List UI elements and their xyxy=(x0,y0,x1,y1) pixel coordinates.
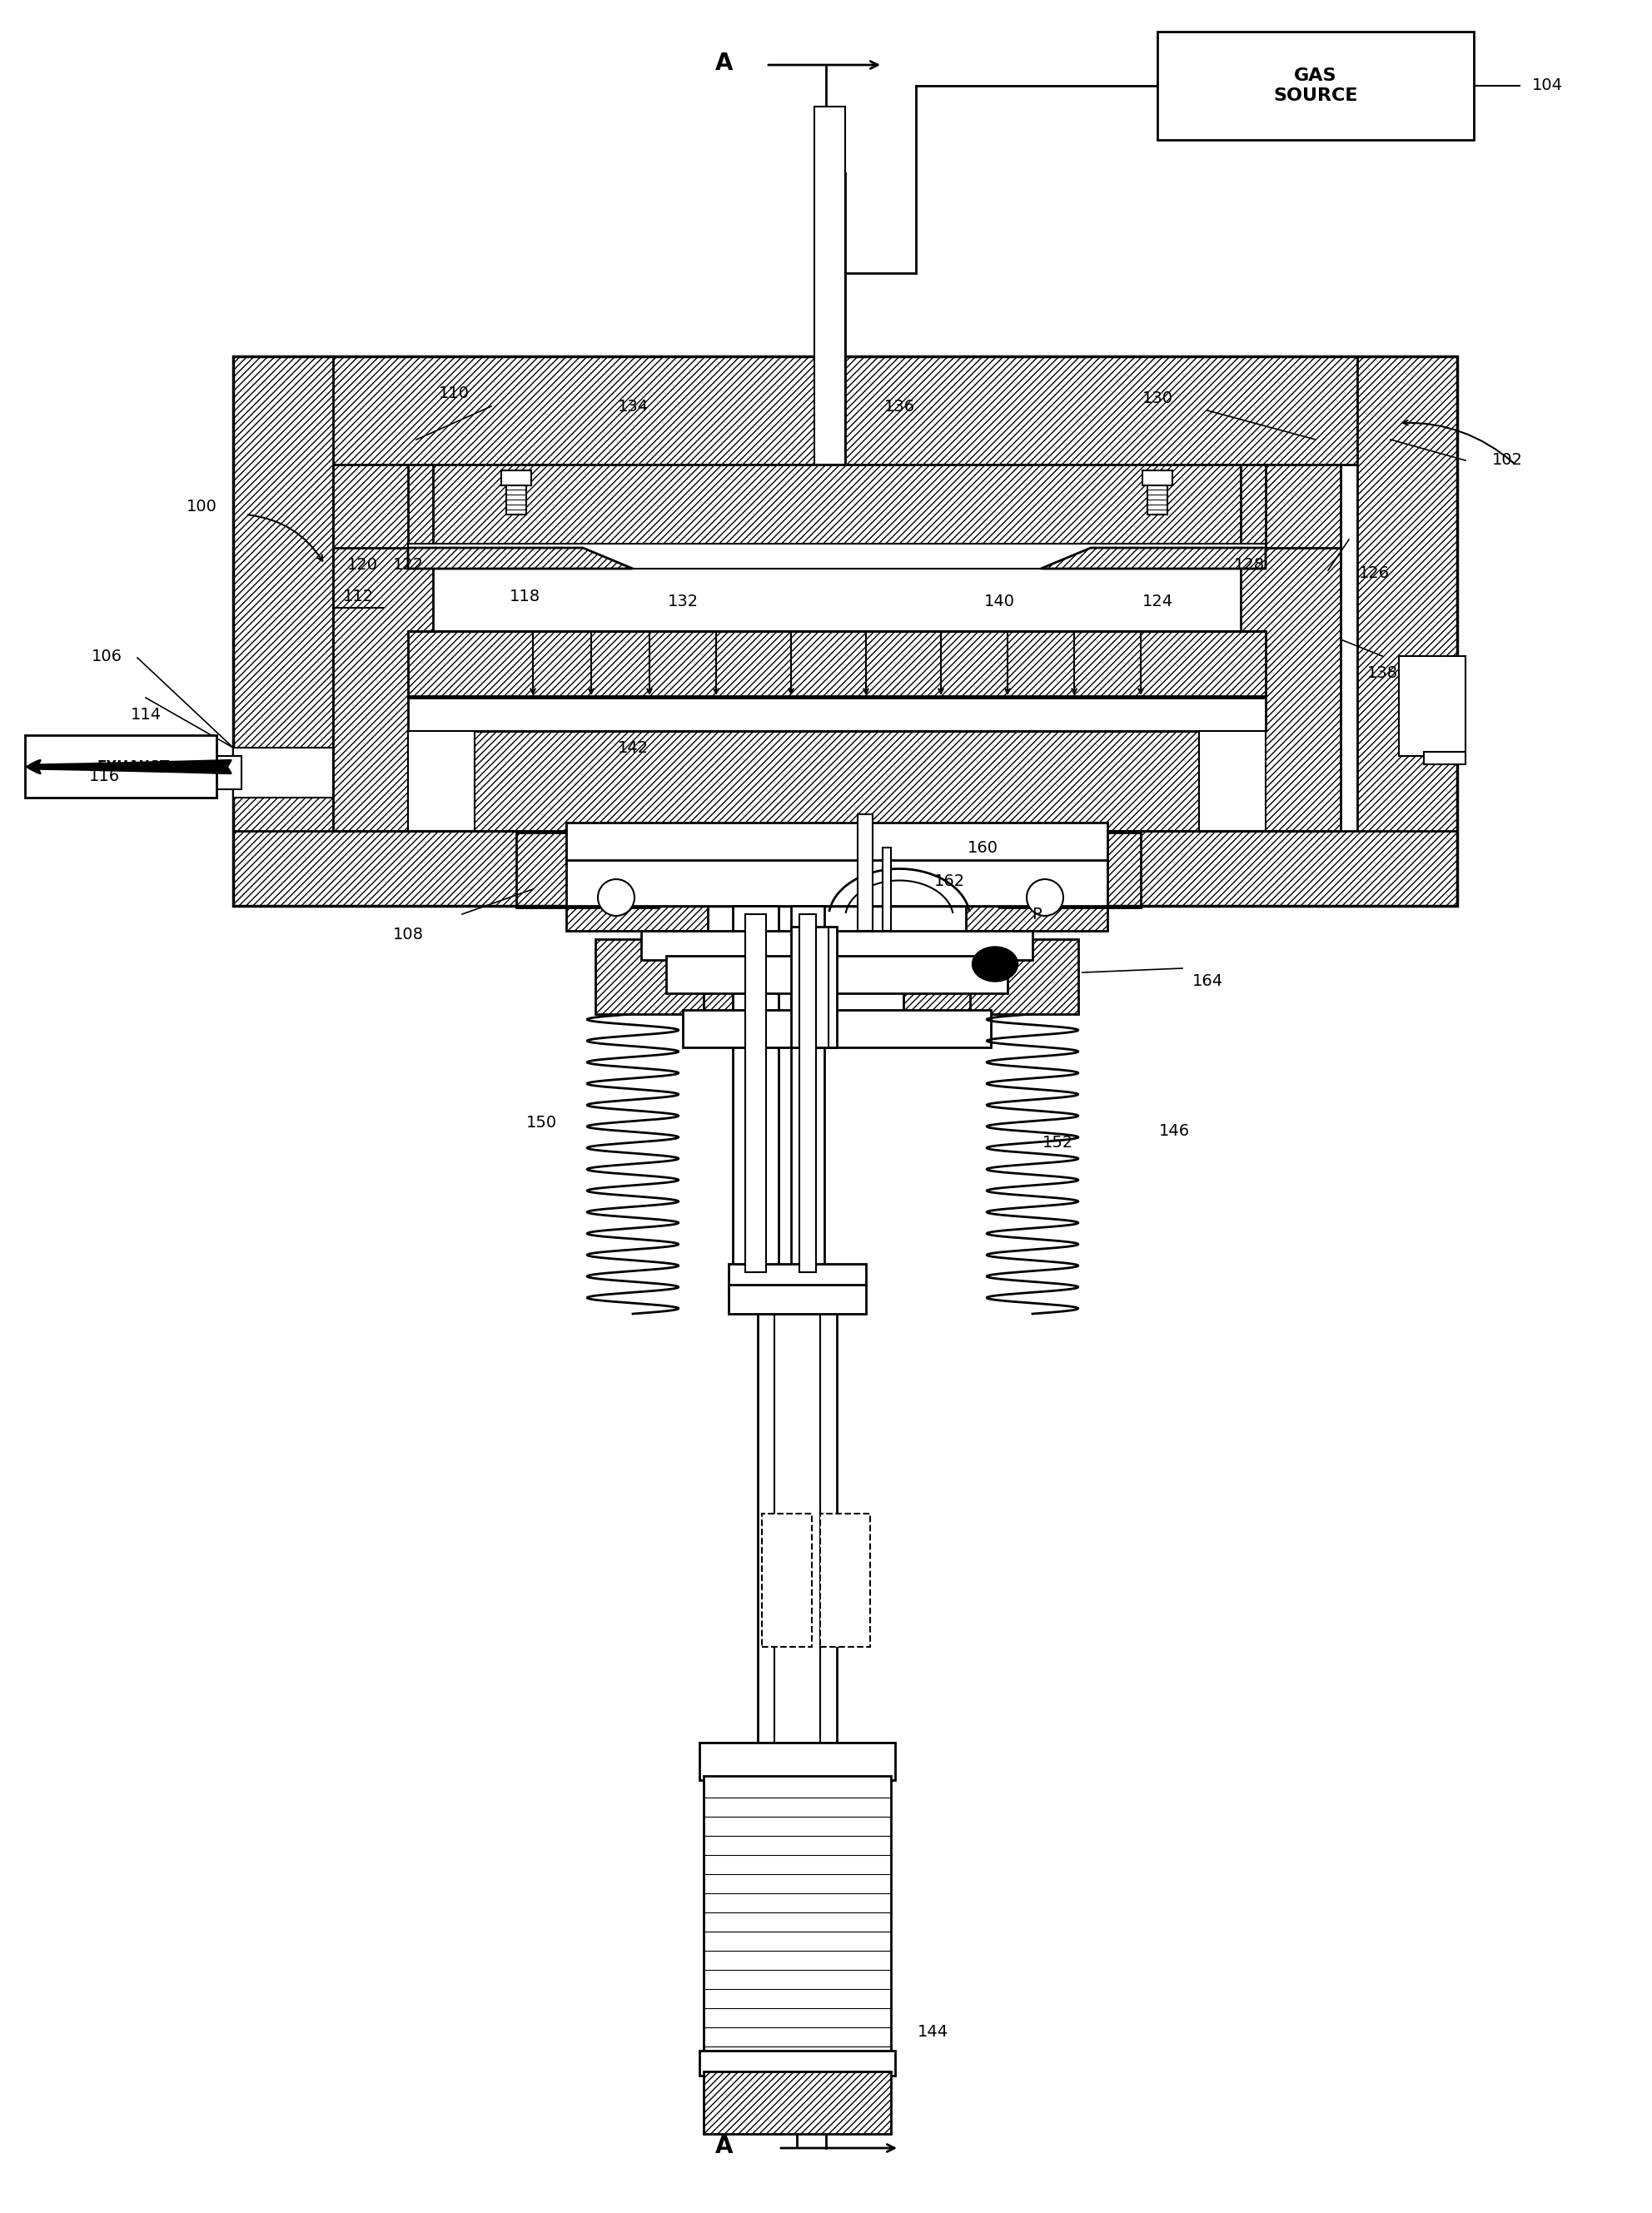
Text: 108: 108 xyxy=(393,927,423,943)
Bar xyxy=(233,748,334,797)
Bar xyxy=(729,1286,866,1315)
Text: A: A xyxy=(715,51,733,75)
Bar xyxy=(408,730,474,830)
Bar xyxy=(515,832,657,907)
Text: 142: 142 xyxy=(618,739,648,755)
Bar xyxy=(233,356,334,905)
Bar xyxy=(704,1775,890,2056)
Text: 124: 124 xyxy=(1142,593,1173,611)
Text: 112: 112 xyxy=(342,589,373,604)
Bar xyxy=(682,956,770,1014)
Bar xyxy=(233,356,1457,905)
Bar xyxy=(233,356,1457,465)
Text: 100: 100 xyxy=(187,498,216,513)
Text: 134: 134 xyxy=(618,398,648,414)
Bar xyxy=(408,697,1265,730)
Text: 138: 138 xyxy=(1366,664,1398,682)
Text: A: A xyxy=(715,2136,733,2158)
Bar xyxy=(408,569,1265,631)
Text: 164: 164 xyxy=(1191,974,1222,989)
Bar xyxy=(882,848,890,932)
Circle shape xyxy=(598,879,634,916)
Bar xyxy=(1241,465,1340,830)
Bar xyxy=(666,956,1008,994)
Bar xyxy=(857,814,872,932)
Bar xyxy=(814,106,846,465)
Text: 102: 102 xyxy=(1492,451,1523,469)
Bar xyxy=(745,914,767,1272)
Polygon shape xyxy=(408,549,633,569)
Bar xyxy=(970,938,1079,1014)
Text: 128: 128 xyxy=(1234,558,1264,573)
Text: 140: 140 xyxy=(985,593,1014,611)
Bar xyxy=(1358,356,1457,905)
Text: 150: 150 xyxy=(525,1115,557,1131)
Bar xyxy=(966,823,1107,932)
Bar xyxy=(567,861,1107,905)
Text: 126: 126 xyxy=(1358,564,1389,580)
Bar xyxy=(334,465,408,549)
Bar xyxy=(408,631,1265,697)
Text: 144: 144 xyxy=(917,2023,948,2040)
Text: 146: 146 xyxy=(1158,1122,1189,1137)
Bar xyxy=(791,905,824,1281)
Bar xyxy=(1143,471,1173,485)
Bar xyxy=(441,730,1232,830)
Bar xyxy=(1148,480,1168,516)
Bar xyxy=(819,1514,871,1646)
Bar xyxy=(1424,752,1465,763)
Bar xyxy=(200,757,241,790)
Text: 114: 114 xyxy=(131,706,162,721)
Bar xyxy=(25,735,216,797)
Bar xyxy=(758,1281,838,1746)
Bar xyxy=(791,927,838,1047)
Bar xyxy=(501,471,532,485)
Text: 130: 130 xyxy=(1142,389,1173,405)
Text: GAS
SOURCE: GAS SOURCE xyxy=(1274,69,1358,104)
Text: 152: 152 xyxy=(1042,1135,1074,1151)
Bar xyxy=(733,905,778,1281)
Text: 132: 132 xyxy=(667,593,699,611)
Bar xyxy=(641,932,1032,960)
Bar xyxy=(1399,655,1465,757)
Circle shape xyxy=(1026,879,1064,916)
Bar xyxy=(704,2071,890,2133)
Bar xyxy=(334,549,1340,830)
Text: 162: 162 xyxy=(933,872,965,890)
Bar xyxy=(233,830,1457,905)
Bar xyxy=(800,914,816,1272)
Bar xyxy=(999,832,1142,907)
Text: 106: 106 xyxy=(91,648,122,664)
Bar xyxy=(699,2051,895,2076)
Bar xyxy=(567,823,1107,865)
Text: 120: 120 xyxy=(347,558,378,573)
Bar xyxy=(699,1742,895,1779)
Bar xyxy=(567,823,707,932)
Text: 122: 122 xyxy=(393,558,423,573)
Bar xyxy=(334,465,433,830)
Bar xyxy=(904,956,991,1014)
Bar xyxy=(762,1514,811,1646)
Text: P: P xyxy=(1032,907,1041,923)
Bar xyxy=(1158,31,1474,139)
Text: EXHAUST: EXHAUST xyxy=(97,759,170,775)
Text: 118: 118 xyxy=(509,589,540,604)
Bar xyxy=(729,1264,866,1288)
Bar xyxy=(682,1009,991,1047)
Bar xyxy=(506,480,527,516)
Bar xyxy=(334,465,1340,549)
Text: 110: 110 xyxy=(438,385,469,403)
Bar xyxy=(595,938,704,1014)
Text: 136: 136 xyxy=(884,398,915,414)
Text: 116: 116 xyxy=(89,768,119,786)
Polygon shape xyxy=(1041,549,1265,569)
Bar xyxy=(1265,465,1340,549)
Text: 104: 104 xyxy=(1531,77,1563,93)
Bar xyxy=(1199,730,1265,830)
Bar xyxy=(408,544,1265,569)
Ellipse shape xyxy=(971,947,1018,983)
Text: 160: 160 xyxy=(966,839,998,856)
